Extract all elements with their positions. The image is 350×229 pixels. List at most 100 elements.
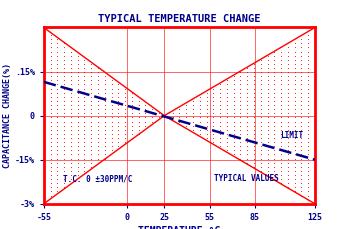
Point <box>89 132 94 136</box>
Point <box>299 112 304 115</box>
Point <box>312 107 318 111</box>
Point <box>149 116 155 119</box>
Point <box>285 99 290 103</box>
Point <box>75 99 80 103</box>
Point <box>285 74 290 78</box>
Point <box>224 128 230 132</box>
Point <box>197 132 203 136</box>
Point <box>41 190 47 193</box>
Point <box>68 128 74 132</box>
Point <box>292 190 298 193</box>
Point <box>278 58 284 62</box>
Point <box>210 124 216 128</box>
Point <box>82 136 87 140</box>
Point <box>68 107 74 111</box>
Point <box>312 29 318 33</box>
Point <box>55 87 60 90</box>
Title: TYPICAL TEMPERATURE CHANGE: TYPICAL TEMPERATURE CHANGE <box>98 14 261 24</box>
Point <box>244 132 250 136</box>
Point <box>299 50 304 53</box>
Point <box>61 120 67 123</box>
Point <box>61 153 67 156</box>
Point <box>61 181 67 185</box>
Point <box>278 136 284 140</box>
Point <box>41 185 47 189</box>
Point <box>285 165 290 169</box>
Point <box>258 83 264 86</box>
Point <box>109 107 114 111</box>
Point <box>129 116 135 119</box>
Point <box>109 99 114 103</box>
Point <box>204 128 209 132</box>
Point <box>258 148 264 152</box>
Point <box>95 128 101 132</box>
Point <box>312 70 318 74</box>
Point <box>55 144 60 148</box>
Point <box>312 112 318 115</box>
Point <box>292 128 298 132</box>
Point <box>251 120 257 123</box>
Point <box>41 54 47 57</box>
Point <box>258 132 264 136</box>
Point <box>278 173 284 177</box>
Point <box>299 140 304 144</box>
Point <box>285 83 290 86</box>
Point <box>238 136 243 140</box>
Point <box>55 153 60 156</box>
Point <box>89 140 94 144</box>
Point <box>292 46 298 49</box>
Point <box>109 136 114 140</box>
Point <box>95 107 101 111</box>
Point <box>265 120 270 123</box>
Point <box>292 41 298 45</box>
Point <box>278 107 284 111</box>
Point <box>238 95 243 99</box>
Point <box>68 95 74 99</box>
Point <box>217 120 223 123</box>
Point <box>48 190 53 193</box>
Point <box>251 116 257 119</box>
Point <box>272 66 277 70</box>
Point <box>197 120 203 123</box>
Point <box>292 54 298 57</box>
Point <box>190 128 196 132</box>
Point <box>183 112 189 115</box>
Point <box>55 128 60 132</box>
Point <box>68 83 74 86</box>
Point <box>143 112 148 115</box>
Point <box>41 177 47 181</box>
Point <box>278 74 284 78</box>
Point <box>272 70 277 74</box>
Point <box>55 103 60 107</box>
Point <box>89 74 94 78</box>
Point <box>306 148 311 152</box>
Point <box>190 112 196 115</box>
Point <box>292 136 298 140</box>
Point <box>278 169 284 173</box>
Point <box>82 148 87 152</box>
Point <box>285 95 290 99</box>
Point <box>41 103 47 107</box>
Point <box>299 148 304 152</box>
Point <box>224 116 230 119</box>
Point <box>306 120 311 123</box>
Point <box>285 148 290 152</box>
Point <box>244 144 250 148</box>
Point <box>102 140 107 144</box>
Point <box>95 91 101 95</box>
Point <box>285 144 290 148</box>
Point <box>89 112 94 115</box>
Point <box>251 136 257 140</box>
Point <box>102 87 107 90</box>
Point <box>278 144 284 148</box>
Point <box>68 87 74 90</box>
Point <box>312 54 318 57</box>
Point <box>41 120 47 123</box>
Point <box>95 83 101 86</box>
Point <box>272 153 277 156</box>
Point <box>61 144 67 148</box>
Point <box>292 74 298 78</box>
Point <box>285 185 290 189</box>
Point <box>48 140 53 144</box>
Point <box>306 87 311 90</box>
